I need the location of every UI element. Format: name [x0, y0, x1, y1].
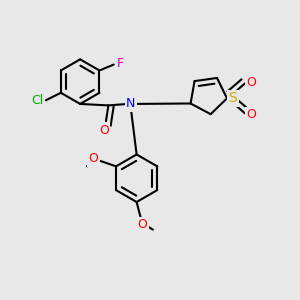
- Text: S: S: [229, 92, 237, 105]
- Text: O: O: [246, 76, 256, 88]
- Text: F: F: [117, 58, 124, 70]
- Text: O: O: [88, 152, 98, 165]
- Text: O: O: [246, 108, 256, 121]
- Text: N: N: [126, 98, 135, 110]
- Text: O: O: [99, 124, 109, 136]
- Text: O: O: [138, 218, 148, 231]
- Text: Cl: Cl: [32, 94, 44, 107]
